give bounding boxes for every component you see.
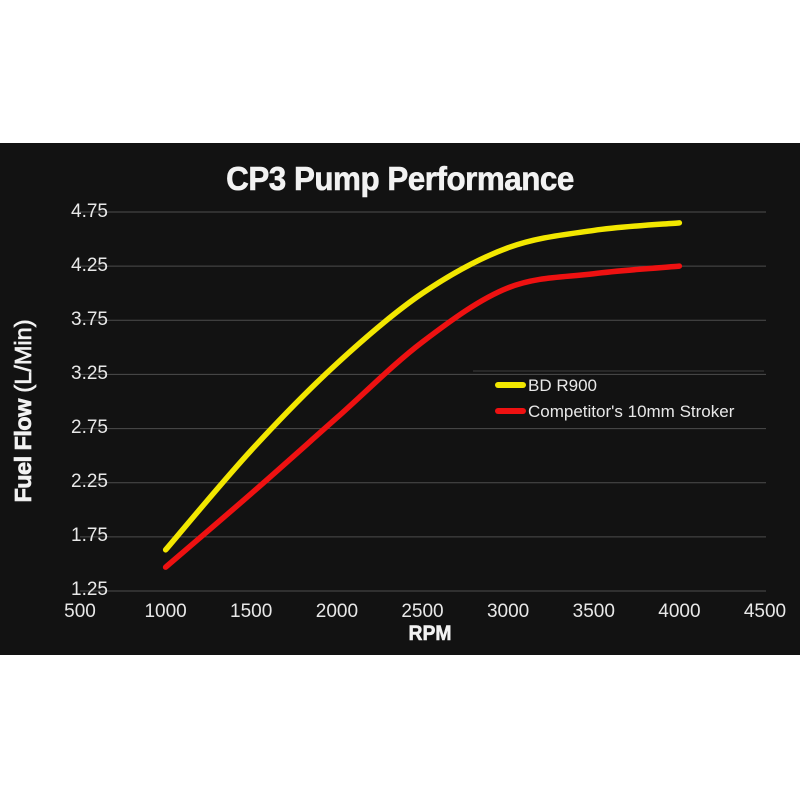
svg-text:3.25: 3.25	[71, 363, 108, 384]
svg-text:2.25: 2.25	[71, 471, 108, 492]
svg-text:4.75: 4.75	[71, 201, 108, 222]
svg-text:Competitor's 10mm Stroker: Competitor's 10mm Stroker	[528, 402, 735, 421]
svg-text:Fuel Flow (L/Min): Fuel Flow (L/Min)	[10, 319, 36, 502]
svg-text:3500: 3500	[573, 601, 615, 622]
svg-text:BD R900: BD R900	[528, 376, 597, 395]
svg-text:2500: 2500	[401, 601, 443, 622]
svg-text:1.25: 1.25	[71, 579, 108, 600]
svg-text:3.75: 3.75	[71, 309, 108, 330]
svg-text:4000: 4000	[658, 601, 700, 622]
svg-text:1500: 1500	[230, 601, 272, 622]
svg-text:RPM: RPM	[409, 622, 452, 645]
svg-text:3000: 3000	[487, 601, 529, 622]
svg-text:1000: 1000	[144, 601, 186, 622]
svg-text:2000: 2000	[316, 601, 358, 622]
svg-text:1.75: 1.75	[71, 525, 108, 546]
svg-text:4500: 4500	[744, 601, 786, 622]
svg-text:4.25: 4.25	[71, 255, 108, 276]
svg-text:500: 500	[64, 601, 96, 622]
svg-text:2.75: 2.75	[71, 417, 108, 438]
